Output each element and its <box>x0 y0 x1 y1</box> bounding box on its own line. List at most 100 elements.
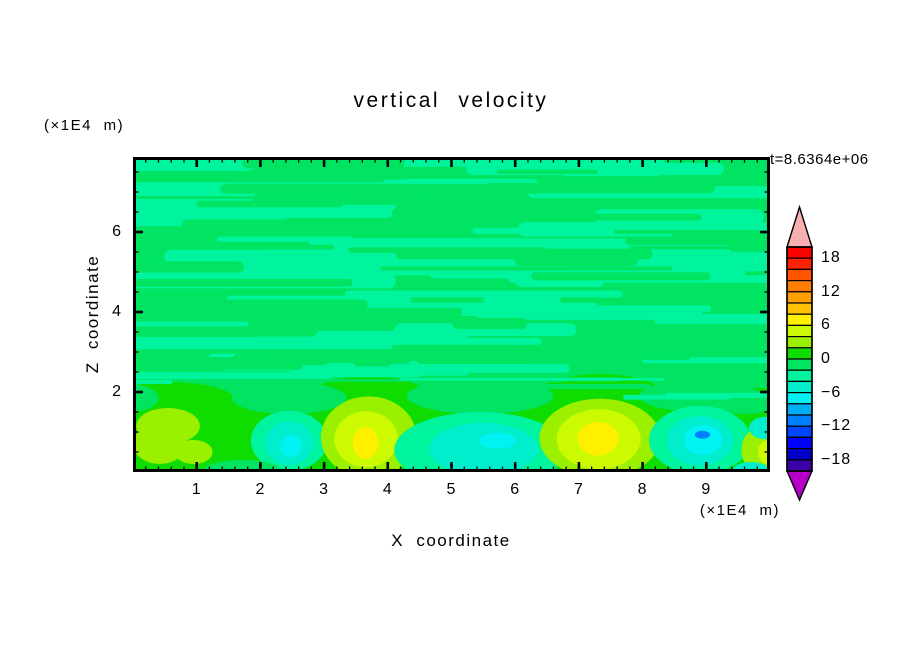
wave-streak-dark <box>180 299 368 311</box>
x-axis-title: X coordinate <box>391 531 511 550</box>
colorbar-tick-label: 12 <box>821 282 841 300</box>
colorbar-segment <box>786 336 813 349</box>
colorbar-segment <box>786 246 813 259</box>
wave-streak-dark <box>233 353 295 362</box>
wave-streak-dark <box>133 293 228 301</box>
timestamp-label: t=8.6364e+06 <box>770 151 869 168</box>
colorbar-tick-label: 18 <box>821 249 841 267</box>
z-axis-title: Z coordinate <box>83 254 102 374</box>
colorbar-segment <box>786 302 813 315</box>
wave-streak-dark <box>133 279 353 287</box>
updraft-contour <box>133 424 187 464</box>
updraft-contour <box>174 440 213 464</box>
interface-filament <box>664 392 770 398</box>
colorbar-segment <box>786 403 813 416</box>
wave-streak-light <box>344 290 623 298</box>
x-tick-label: 7 <box>573 481 584 498</box>
plot-title: vertical velocity <box>353 89 549 112</box>
colorbar-segment <box>786 414 813 427</box>
x-tick-label: 9 <box>701 481 712 498</box>
colorbar-segment <box>786 347 813 360</box>
colorbar-over-arrow <box>786 204 813 248</box>
colorbar-segment <box>786 436 813 450</box>
wave-streak-dark <box>220 183 540 194</box>
wave-streak-dark <box>452 317 528 330</box>
colorbar-tick-label: 6 <box>821 316 831 334</box>
wave-streak-dark <box>485 182 715 194</box>
downdraft-contour <box>748 416 770 440</box>
colorbar-outline <box>786 246 813 472</box>
interface-bite <box>231 382 347 414</box>
downdraft-contour <box>684 424 723 456</box>
wave-streak-dark <box>137 362 303 370</box>
colorbar-segment <box>786 291 813 304</box>
downdraft-contour <box>280 434 302 458</box>
colorbar-tick-label: −12 <box>821 417 852 435</box>
contour-plot <box>133 157 770 472</box>
colorbar <box>785 204 814 502</box>
wave-streak-dark <box>133 263 229 271</box>
x-tick-label: 6 <box>510 481 521 498</box>
x-tick-label: 5 <box>446 481 457 498</box>
wave-streak-light <box>475 307 703 320</box>
wave-streak-dark <box>531 272 711 281</box>
wave-streak-dark <box>196 307 463 317</box>
colorbar-tick-label: −18 <box>821 450 852 468</box>
colorbar-segment <box>786 448 813 461</box>
interface-filament <box>399 378 665 381</box>
colorbar-under-arrow <box>785 470 814 502</box>
wave-streak-dark <box>133 317 345 322</box>
downdraft-contour <box>694 430 711 439</box>
z-tick-label: 6 <box>112 223 122 240</box>
wave-streak-dark <box>181 219 446 230</box>
contour-field <box>133 157 770 472</box>
wave-streak-dark <box>395 248 653 260</box>
z-tick-label: 4 <box>112 303 122 320</box>
wave-streak-light <box>133 339 394 350</box>
colorbar-segment <box>786 369 813 382</box>
wave-streak-dark <box>257 244 335 250</box>
x-tick-label: 4 <box>382 481 393 498</box>
colorbar-tick-label: −6 <box>821 383 842 401</box>
x-tick-label: 2 <box>255 481 266 498</box>
x-tick-label: 1 <box>191 481 202 498</box>
colorbar-segment <box>786 392 813 405</box>
wave-streak-dark <box>625 237 769 245</box>
wave-streak-dark <box>292 168 409 180</box>
colorbar-segment <box>786 279 813 293</box>
interface-filament <box>164 374 421 378</box>
colorbar-segment <box>786 425 813 438</box>
x-axis-unit-label: (×1E4 m) <box>699 502 780 519</box>
wave-streak-dark <box>380 266 673 271</box>
z-tick-label: 2 <box>112 383 122 400</box>
x-tick-label: 3 <box>319 481 330 498</box>
wave-streak-dark <box>482 353 691 360</box>
interface-filament <box>483 384 652 389</box>
colorbar-segment <box>786 380 813 394</box>
colorbar-tick-label: 0 <box>821 350 831 367</box>
colorbar-segment <box>786 268 813 282</box>
colorbar-segment <box>786 313 813 326</box>
updraft-contour <box>577 422 619 456</box>
interface-bite <box>406 378 554 414</box>
wave-streak-light <box>259 238 631 250</box>
colorbar-segment <box>786 459 813 472</box>
wave-streak-dark <box>133 241 310 246</box>
updraft-contour <box>352 427 379 460</box>
x-tick-label: 8 <box>637 481 648 498</box>
wave-streak-dark <box>133 326 259 337</box>
wave-streak-dark <box>728 243 770 252</box>
wave-streak-light <box>628 255 770 268</box>
interface-filament <box>133 380 173 385</box>
colorbar-segment <box>786 257 813 271</box>
colorbar-segment <box>786 324 813 338</box>
z-axis-unit-label: (×1E4 m) <box>44 117 125 134</box>
wave-streak-dark <box>496 169 598 175</box>
wave-streak-dark <box>486 213 702 221</box>
wave-streak-light <box>315 330 468 342</box>
colorbar-segment <box>786 358 813 371</box>
wave-streak-dark <box>196 200 343 208</box>
downdraft-contour <box>478 432 517 449</box>
wave-streak-light <box>483 297 561 305</box>
